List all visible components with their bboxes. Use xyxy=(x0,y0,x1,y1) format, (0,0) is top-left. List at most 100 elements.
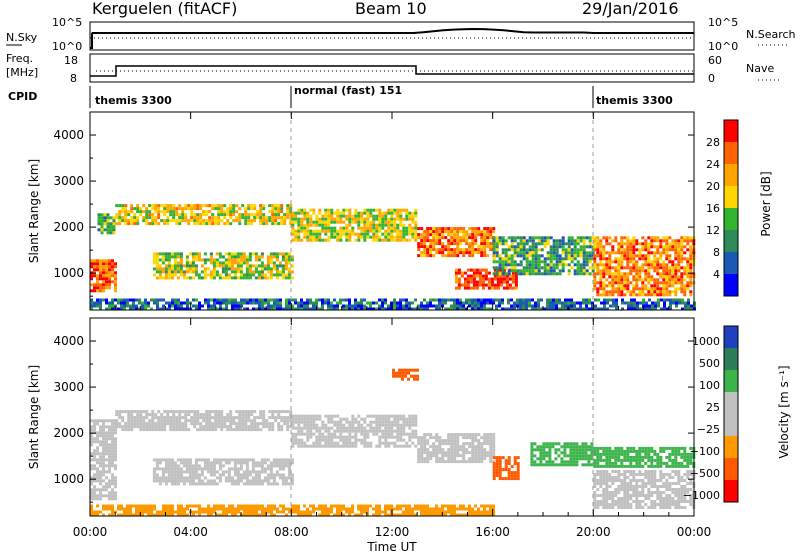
velocity-echo-cell xyxy=(339,432,343,436)
power-echo-cell xyxy=(369,208,373,212)
power-echo-cell xyxy=(543,263,547,267)
velocity-echo-cell xyxy=(99,428,102,432)
power-echo-cell xyxy=(390,232,394,236)
velocity-echo-cell xyxy=(99,419,102,423)
power-echo-cell xyxy=(142,204,146,208)
power-echo-cell xyxy=(582,239,586,243)
velocity-echo-cell xyxy=(635,485,639,488)
velocity-echo-cell xyxy=(167,467,171,471)
power-echo-cell xyxy=(665,245,669,249)
velocity-echo-cell xyxy=(315,414,319,418)
velocity-echo-cell xyxy=(578,451,582,455)
velocity-echo-cell xyxy=(235,425,239,429)
power-echo-cell xyxy=(114,289,117,293)
power-echo-cell xyxy=(239,270,243,274)
power-echo-cell xyxy=(315,235,319,239)
velocity-echo-cell xyxy=(396,435,400,439)
velocity-echo-cell xyxy=(563,442,567,446)
power-echo-cell xyxy=(603,304,606,308)
power-echo-cell xyxy=(235,216,239,220)
power-echo-cell xyxy=(423,242,427,246)
power-echo-cell xyxy=(677,251,681,255)
power-echo-cell xyxy=(165,307,168,311)
power-echo-cell xyxy=(333,220,337,224)
power-echo-cell xyxy=(114,277,117,281)
power-echo-cell xyxy=(300,298,303,302)
velocity-echo-cell xyxy=(345,426,349,430)
power-echo-cell xyxy=(486,301,489,305)
power-echo-cell xyxy=(348,307,351,311)
power-echo-cell xyxy=(148,210,152,214)
power-echo-cell xyxy=(315,223,319,227)
power-echo-cell xyxy=(653,284,657,288)
power-echo-cell xyxy=(393,229,397,233)
velocity-echo-cell xyxy=(474,448,478,452)
power-echo-cell xyxy=(396,217,400,221)
power-echo-cell xyxy=(399,229,403,233)
power-echo-cell xyxy=(507,254,511,258)
velocity-echo-cell xyxy=(354,417,358,421)
velocity-echo-cell xyxy=(408,414,412,418)
velocity-echo-cell xyxy=(164,470,168,474)
velocity-echo-cell xyxy=(566,442,570,446)
power-echo-cell xyxy=(96,268,99,272)
velocity-echo-cell xyxy=(136,413,140,417)
velocity-echo-cell xyxy=(172,413,176,417)
power-echo-cell xyxy=(549,307,552,311)
freq-left-tick-top: 18 xyxy=(64,54,78,67)
power-echo-cell xyxy=(486,239,490,243)
power-echo-cell xyxy=(573,239,577,243)
power-echo-cell xyxy=(534,263,538,267)
power-echo-cell xyxy=(186,307,189,311)
velocity-echo-cell xyxy=(121,425,125,429)
velocity-echo-cell xyxy=(530,463,534,467)
power-echo-cell xyxy=(393,220,397,224)
power-echo-cell xyxy=(253,216,257,220)
velocity-echo-cell xyxy=(674,452,678,456)
power-echo-cell xyxy=(257,255,261,259)
power-echo-cell xyxy=(686,269,690,273)
power-echo-cell xyxy=(680,245,684,249)
power-echo-cell xyxy=(656,269,660,273)
velocity-echo-cell xyxy=(175,410,179,414)
power-echo-cell xyxy=(234,298,237,302)
power-echo-cell xyxy=(674,281,678,285)
velocity-echo-cell xyxy=(254,461,258,465)
power-echo-cell xyxy=(549,301,552,305)
power-echo-cell xyxy=(93,265,96,269)
power-echo-cell xyxy=(213,301,216,305)
velocity-echo-cell xyxy=(309,435,313,439)
velocity-echo-cell xyxy=(638,503,642,506)
power-echo-cell xyxy=(384,214,388,218)
power-echo-cell xyxy=(680,278,684,282)
velocity-echo-cell xyxy=(542,442,546,446)
power-echo-cell xyxy=(454,280,458,284)
velocity-echo-cell xyxy=(420,436,424,440)
velocity-echo-cell xyxy=(384,438,388,442)
power-echo-cell xyxy=(513,254,517,258)
power-echo-cell xyxy=(513,269,517,273)
power-echo-cell xyxy=(283,213,287,217)
power-echo-cell xyxy=(653,287,657,291)
velocity-echo-cell xyxy=(366,435,370,439)
velocity-echo-cell xyxy=(641,464,645,468)
velocity-echo-cell xyxy=(414,423,418,427)
power-echo-cell xyxy=(369,307,372,311)
velocity-echo-cell xyxy=(593,485,597,488)
velocity-echo-cell xyxy=(593,464,597,468)
power-echo-cell xyxy=(194,255,198,259)
power-echo-cell xyxy=(274,210,278,214)
power-echo-cell xyxy=(522,307,525,311)
velocity-echo-cell xyxy=(283,416,287,420)
power-echo-cell xyxy=(251,273,255,277)
power-echo-cell xyxy=(212,258,216,262)
velocity-echo-cell xyxy=(441,442,445,446)
power-echo-cell xyxy=(531,263,535,267)
velocity-echo-cell xyxy=(99,440,102,444)
power-echo-cell xyxy=(348,235,352,239)
velocity-echo-cell xyxy=(172,428,176,432)
velocity-echo-cell xyxy=(139,425,143,429)
power-echo-cell xyxy=(680,284,684,288)
velocity-echo-cell xyxy=(683,452,687,456)
